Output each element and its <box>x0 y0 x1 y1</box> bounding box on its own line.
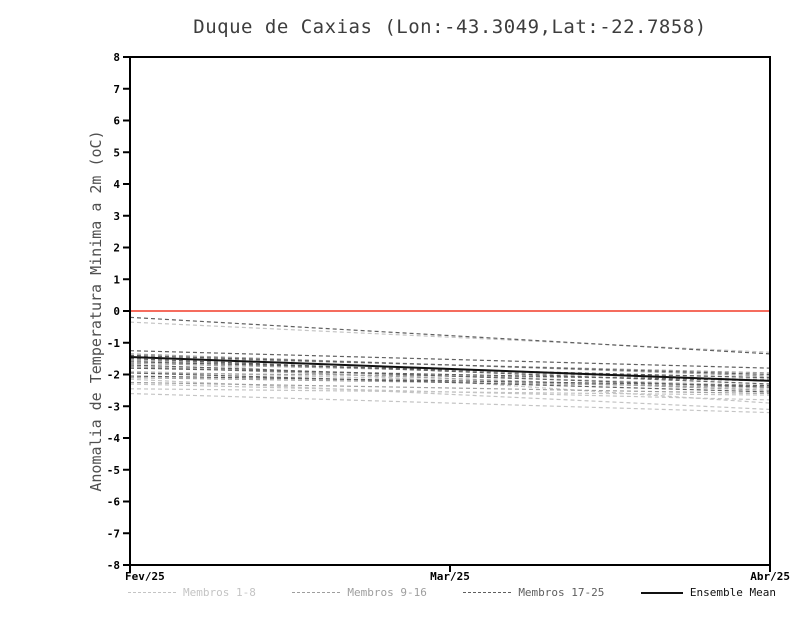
legend-label: Membros 9-16 <box>347 586 427 599</box>
member-line <box>129 356 771 374</box>
member-line <box>129 381 771 395</box>
member-line <box>129 370 771 390</box>
legend-solid-line-sample <box>640 591 683 594</box>
y-tick-label: -7 <box>107 527 120 540</box>
legend-dash-sample <box>128 592 176 593</box>
legend-label: Ensemble Mean <box>689 586 776 599</box>
y-tick-label: -4 <box>107 432 121 445</box>
y-tick-label: 4 <box>113 178 120 191</box>
member-line <box>129 383 771 401</box>
y-tick-label: -2 <box>107 369 120 382</box>
member-line <box>129 372 771 380</box>
member-line <box>129 378 771 411</box>
y-tick-label: 6 <box>113 115 120 128</box>
legend-label: Membros 1-8 <box>183 586 256 599</box>
y-tick-label: 3 <box>113 210 120 223</box>
member-line <box>129 354 771 376</box>
y-tick-label: 5 <box>113 146 120 159</box>
member-line <box>129 372 771 393</box>
y-tick-label: -5 <box>107 464 120 477</box>
legend-dash-sample <box>292 592 341 593</box>
member-line <box>129 377 771 388</box>
y-tick-label: 0 <box>113 305 120 318</box>
y-tick-label: -8 <box>107 559 120 572</box>
member-line <box>129 316 771 355</box>
ensemble-mean-line <box>129 356 771 382</box>
member-line <box>129 321 771 353</box>
legend-dash-sample <box>463 592 512 593</box>
legend-item: Ensemble Mean <box>640 586 776 599</box>
member-line <box>129 392 771 414</box>
y-tick-label: 2 <box>113 242 120 255</box>
member-line <box>129 350 771 369</box>
y-tick-label: 1 <box>113 273 120 286</box>
x-tick-label: Mar/25 <box>430 570 470 583</box>
chart-legend: Membros 1-8 Membros 9-16 Membros 17-25 Ense… <box>128 586 776 599</box>
member-line <box>129 365 771 391</box>
x-tick-label: Abr/25 <box>750 570 790 583</box>
legend-label: Membros 17-25 <box>518 586 605 599</box>
y-tick-label: 8 <box>113 51 120 64</box>
member-line <box>129 367 771 382</box>
x-tick-label: Fev/25 <box>125 570 165 583</box>
legend-item: Membros 9-16 <box>292 586 427 599</box>
legend-item: Membros 17-25 <box>463 586 604 599</box>
y-tick-label: -3 <box>107 400 120 413</box>
member-line <box>129 362 771 379</box>
member-line <box>129 388 771 396</box>
member-line <box>129 361 771 379</box>
member-line <box>129 359 771 404</box>
y-tick-label: -1 <box>107 337 121 350</box>
legend-item: Membros 1-8 <box>128 586 256 599</box>
y-tick-label: -6 <box>107 496 121 509</box>
member-line <box>129 353 771 377</box>
member-line <box>129 358 771 385</box>
chart-title: Duque de Caxias (Lon:-43.3049,Lat:-22.78… <box>193 16 707 38</box>
y-tick-label: 7 <box>113 83 120 96</box>
member-line <box>129 375 771 387</box>
